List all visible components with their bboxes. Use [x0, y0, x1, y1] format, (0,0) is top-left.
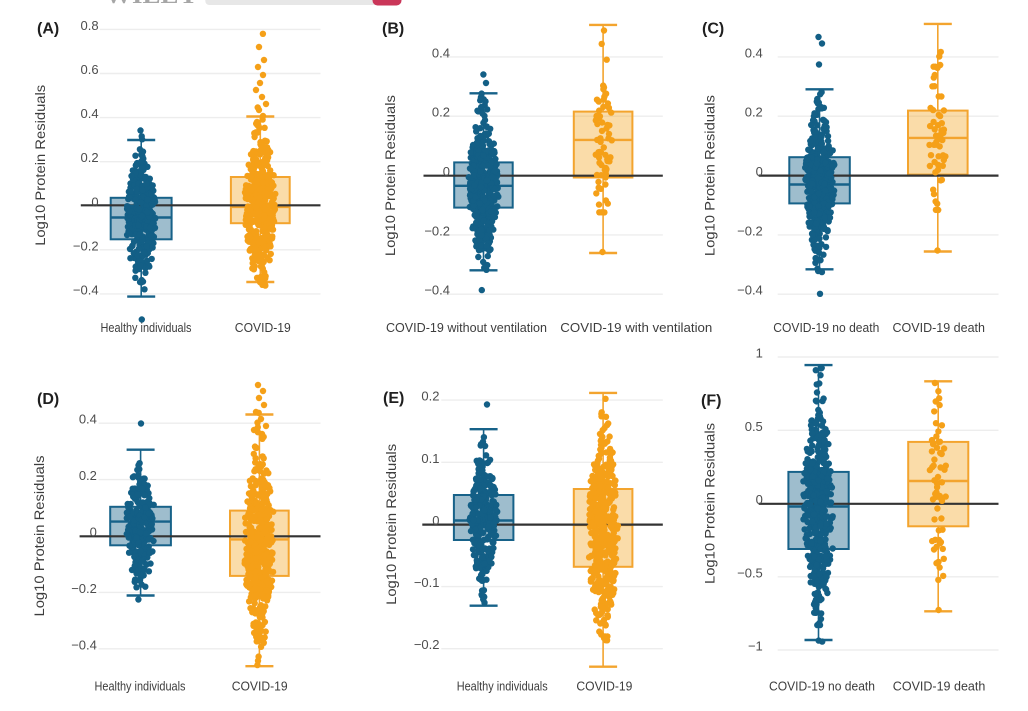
svg-text:0.4: 0.4	[432, 45, 450, 60]
svg-text:COVID-19 death: COVID-19 death	[893, 320, 986, 335]
svg-text:(E): (E)	[383, 390, 404, 407]
svg-text:−0.2: −0.2	[71, 581, 97, 596]
svg-text:0.4: 0.4	[81, 106, 99, 121]
svg-text:0.4: 0.4	[745, 45, 763, 60]
svg-text:−1: −1	[748, 639, 763, 654]
svg-text:(A): (A)	[37, 21, 59, 38]
svg-text:COVID-19: COVID-19	[235, 320, 291, 335]
svg-text:(F): (F)	[701, 393, 721, 410]
svg-text:WILEY: WILEY	[105, 0, 198, 8]
svg-text:−0.2: −0.2	[73, 238, 99, 253]
svg-text:Log10 Protein Residuals: Log10 Protein Residuals	[383, 95, 398, 256]
svg-text:0.2: 0.2	[79, 468, 97, 483]
svg-text:COVID-19: COVID-19	[576, 679, 632, 694]
svg-text:COVID-19 death: COVID-19 death	[893, 679, 986, 694]
svg-text:0: 0	[756, 492, 763, 507]
svg-text:−0.5: −0.5	[737, 565, 763, 580]
svg-text:(C): (C)	[702, 21, 724, 38]
svg-text:(B): (B)	[382, 21, 404, 38]
svg-text:0.2: 0.2	[745, 105, 763, 120]
svg-text:COVID-19 no death: COVID-19 no death	[769, 679, 875, 694]
svg-text:COVID-19 without ventilation: COVID-19 without ventilation	[386, 320, 547, 335]
svg-text:COVID-19 no death: COVID-19 no death	[773, 320, 879, 335]
svg-text:(D): (D)	[37, 391, 59, 408]
svg-text:COVID-19: COVID-19	[232, 679, 288, 694]
svg-text:Healthy individuals: Healthy individuals	[101, 320, 192, 335]
svg-text:0.4: 0.4	[79, 412, 97, 427]
svg-text:Log10 Protein Residuals: Log10 Protein Residuals	[33, 85, 48, 246]
svg-text:0.5: 0.5	[745, 419, 763, 434]
svg-text:0.1: 0.1	[421, 451, 439, 466]
svg-text:Healthy individuals: Healthy individuals	[457, 679, 548, 694]
svg-text:−0.2: −0.2	[424, 223, 450, 238]
svg-text:−0.4: −0.4	[424, 283, 450, 298]
svg-text:−0.4: −0.4	[737, 283, 763, 298]
svg-text:−0.1: −0.1	[414, 575, 440, 590]
svg-text:0.2: 0.2	[81, 150, 99, 165]
svg-text:−0.4: −0.4	[73, 282, 99, 297]
svg-text:Log10 Protein Residuals: Log10 Protein Residuals	[32, 455, 47, 616]
svg-text:0: 0	[91, 194, 98, 209]
svg-text:1: 1	[756, 346, 763, 361]
svg-text:Healthy individuals: Healthy individuals	[95, 679, 186, 694]
svg-text:COVID-19 with ventilation: COVID-19 with ventilation	[560, 320, 712, 335]
svg-text:0.2: 0.2	[432, 105, 450, 120]
svg-text:0.8: 0.8	[81, 18, 99, 33]
svg-text:0: 0	[90, 525, 97, 540]
svg-text:Log10 Protein Residuals: Log10 Protein Residuals	[384, 444, 399, 605]
svg-text:0.6: 0.6	[81, 62, 99, 77]
svg-text:0.2: 0.2	[421, 389, 439, 404]
svg-text:0: 0	[443, 164, 450, 179]
svg-text:−0.2: −0.2	[414, 637, 440, 652]
svg-text:−0.2: −0.2	[737, 223, 763, 238]
svg-text:0: 0	[756, 164, 763, 179]
svg-text:0: 0	[432, 513, 439, 528]
svg-text:Log10 Protein Residuals: Log10 Protein Residuals	[702, 423, 717, 584]
svg-text:−0.4: −0.4	[71, 637, 97, 652]
svg-text:Log10 Protein Residuals: Log10 Protein Residuals	[703, 95, 718, 256]
